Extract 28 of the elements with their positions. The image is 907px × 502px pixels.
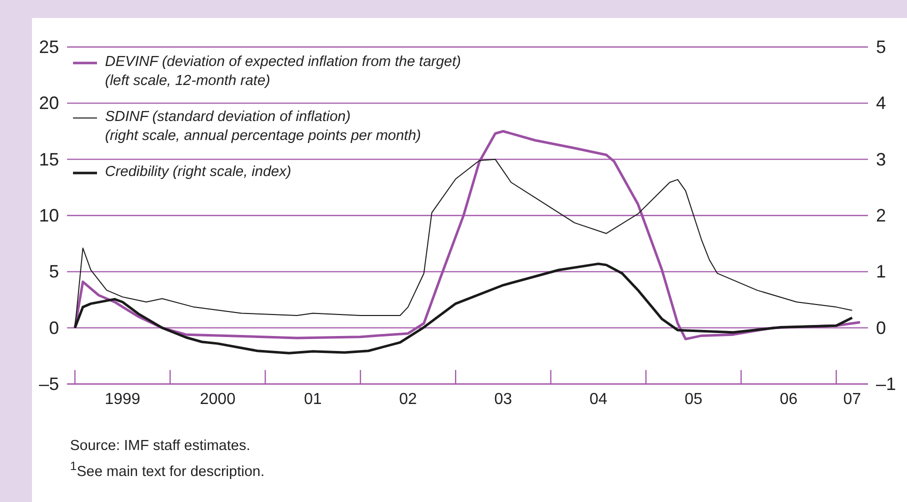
y-tick-label: 5 [48,262,59,282]
x-tick-label: 05 [684,391,703,408]
x-tick-label: 06 [780,391,798,408]
y2-tick-label: 5 [876,37,886,57]
y-tick-label: 20 [38,93,59,114]
legend-label: SDINF (standard deviation of inflation) (right scale, annual percentage points per month) [105,108,421,146]
x-tick-label: 02 [399,391,418,408]
y2-tick-label: 2 [876,206,886,226]
y-tick-label: 15 [38,149,59,170]
legend-label: DEVINF (deviation of expected inflation from the target) (left scale, 12-month rate) [105,53,461,91]
y-tick-label: –5 [38,374,59,394]
y2-tick-label: –1 [876,374,896,394]
x-tick-label: 04 [589,391,608,408]
x-tick-label: 2000 [200,391,236,408]
y2-tick-label: 0 [876,318,886,338]
x-tick-label: 01 [304,391,322,408]
y2-tick-label: 3 [876,149,886,170]
x-tick-label: 07 [843,391,862,408]
source-note: Source: IMF staff estimates. [70,437,252,456]
legend-label: Credibility (right scale, index) [105,163,292,182]
y2-tick-label: 1 [876,262,886,282]
y-tick-label: 10 [38,206,59,226]
text: $^{1}$See main text for description. [70,458,265,482]
y2-tick-label: 4 [876,93,886,114]
x-tick-label: 1999 [104,391,140,408]
y-tick-label: 25 [38,37,59,57]
x-tick-label: 03 [494,391,512,408]
y-tick-label: 0 [48,318,59,338]
